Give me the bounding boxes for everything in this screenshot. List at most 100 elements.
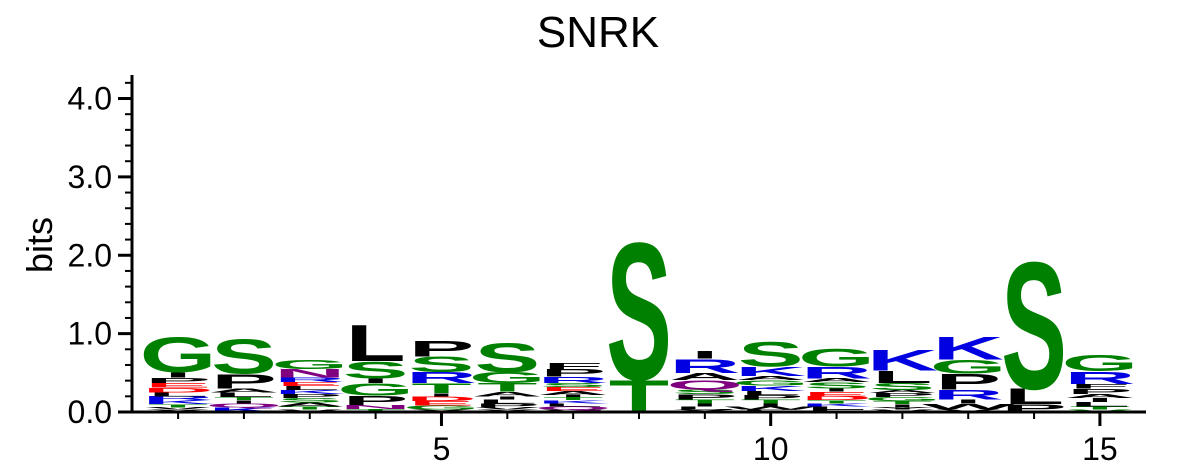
logo-letter-s: S bbox=[870, 381, 936, 392]
logo-letter-q: Q bbox=[667, 377, 744, 392]
logo-letter-k: K bbox=[538, 399, 609, 404]
logo-letter-t: T bbox=[806, 399, 866, 404]
logo-letter-s: S bbox=[738, 335, 804, 374]
logo-letter-k: K bbox=[801, 403, 872, 408]
logo-letter-i: I bbox=[757, 403, 784, 408]
logo-letter-l: L bbox=[675, 406, 735, 411]
axis-ticks: 0.0 1.0 2.0 3.0 4.0 5 10 15 bbox=[68, 81, 1118, 467]
logo-letter-t: T bbox=[741, 398, 801, 404]
logo-letter-d: D bbox=[801, 395, 872, 401]
logo-letter-g: G bbox=[337, 380, 414, 399]
logo-letter-f: F bbox=[1070, 383, 1130, 390]
logo-letter-g: G bbox=[271, 357, 348, 372]
logo-letter-i: I bbox=[164, 371, 191, 380]
logo-letter-i: I bbox=[230, 399, 257, 404]
logo-letter-g: G bbox=[798, 344, 875, 372]
logo-letter-d: D bbox=[406, 395, 477, 402]
logo-letter-g: G bbox=[469, 369, 546, 386]
logo-letter-p: P bbox=[870, 392, 936, 398]
logo-letter-k: K bbox=[143, 399, 214, 405]
logo-letter-s: S bbox=[606, 202, 672, 421]
logo-letter-l: L bbox=[280, 385, 340, 391]
logo-letter-a: A bbox=[669, 371, 740, 382]
logo-letter-i: I bbox=[823, 388, 850, 393]
logo-letter-a: A bbox=[538, 390, 609, 396]
logo-letter-r: R bbox=[801, 364, 872, 382]
logo-letter-e: E bbox=[540, 386, 606, 392]
logo-letter-t: T bbox=[543, 396, 603, 401]
logo-letter-p: P bbox=[1067, 387, 1133, 396]
logo-letter-f: F bbox=[543, 361, 603, 371]
logo-letter-p: P bbox=[211, 370, 277, 393]
logo-letter-e: E bbox=[277, 381, 343, 387]
logo-letter-s: S bbox=[540, 382, 606, 388]
logo-letter-q: Q bbox=[206, 402, 283, 408]
logo-letter-a: A bbox=[1064, 393, 1135, 399]
logo-letter-t: T bbox=[872, 400, 932, 405]
logo-letter-l: L bbox=[477, 398, 537, 404]
x-tick-label: 5 bbox=[433, 431, 451, 467]
logo-letter-n: N bbox=[274, 367, 345, 380]
logo-letter-p: P bbox=[409, 337, 475, 361]
logo-letter-k: K bbox=[208, 406, 279, 413]
logo-letter-a: A bbox=[208, 387, 279, 393]
logo-letter-w: W bbox=[922, 402, 1015, 411]
logo-letter-r: R bbox=[143, 395, 214, 401]
logo-letter-a: A bbox=[472, 390, 543, 397]
logo-letter-s: S bbox=[804, 381, 870, 391]
logo-letter-t: T bbox=[214, 396, 274, 401]
logo-letter-s: S bbox=[277, 397, 343, 404]
logo-letter-p: P bbox=[474, 402, 540, 408]
logo-letter-k: K bbox=[735, 384, 806, 393]
x-tick-label: 15 bbox=[1082, 431, 1118, 467]
logo-letter-t: T bbox=[1070, 406, 1130, 411]
logo-letter-g: G bbox=[930, 356, 1007, 378]
logo-letter-p: P bbox=[145, 376, 211, 385]
x-tick-label: 10 bbox=[753, 431, 789, 467]
logo-letter-i: I bbox=[955, 398, 982, 404]
logo-letter-k: K bbox=[867, 344, 938, 377]
y-tick-label: 3.0 bbox=[68, 159, 112, 195]
logo-letter-s: S bbox=[343, 357, 409, 384]
logo-letter-p: P bbox=[935, 370, 1001, 394]
y-tick-label: 0.0 bbox=[68, 394, 112, 430]
logo-letter-a: A bbox=[801, 377, 872, 383]
logo-letter-g: G bbox=[403, 405, 480, 411]
logo-letter-s: S bbox=[474, 335, 540, 381]
logo-letter-p: P bbox=[738, 394, 804, 401]
logo-letter-i: I bbox=[428, 392, 455, 397]
logo-letter-n: N bbox=[340, 404, 411, 410]
logo-letter-t: T bbox=[477, 381, 537, 394]
logo-letter-i: I bbox=[1086, 397, 1113, 403]
logo-letter-d: D bbox=[143, 387, 214, 394]
logo-letter-t: T bbox=[148, 403, 208, 408]
logo-letter-k: K bbox=[933, 330, 1004, 366]
logo-letter-t: T bbox=[280, 406, 340, 411]
logo-letter-r: R bbox=[538, 375, 609, 385]
logo-letter-t: T bbox=[675, 398, 735, 404]
logo-letter-p: P bbox=[277, 393, 343, 399]
y-tick-label: 4.0 bbox=[68, 81, 112, 117]
logo-letter-g: G bbox=[732, 378, 809, 387]
logo-letter-l: L bbox=[1004, 385, 1064, 409]
logo-letter-s: S bbox=[1001, 224, 1067, 427]
logo-letter-s: S bbox=[211, 330, 277, 384]
logo-letter-p: P bbox=[343, 393, 409, 408]
logo-letter-i: I bbox=[494, 396, 521, 401]
logo-letter-e: E bbox=[145, 382, 211, 389]
logo-letter-a: A bbox=[274, 402, 345, 408]
y-tick-label: 1.0 bbox=[68, 316, 112, 352]
logo-letter-w: W bbox=[724, 406, 817, 411]
logo-letter-y: Y bbox=[870, 407, 936, 411]
logo-letter-g: G bbox=[864, 396, 941, 402]
logo-letter-s: S bbox=[409, 352, 475, 376]
logo-letter-i: I bbox=[691, 349, 718, 361]
logo-letter-k: K bbox=[274, 389, 345, 395]
logo-letter-g: G bbox=[1062, 351, 1139, 377]
logo-letter-i: I bbox=[362, 377, 389, 384]
logo-letter-g: G bbox=[140, 327, 217, 383]
logo-letter-e: E bbox=[804, 390, 870, 397]
logo-letter-e: E bbox=[409, 400, 475, 407]
logo-letter-q: Q bbox=[535, 406, 612, 411]
